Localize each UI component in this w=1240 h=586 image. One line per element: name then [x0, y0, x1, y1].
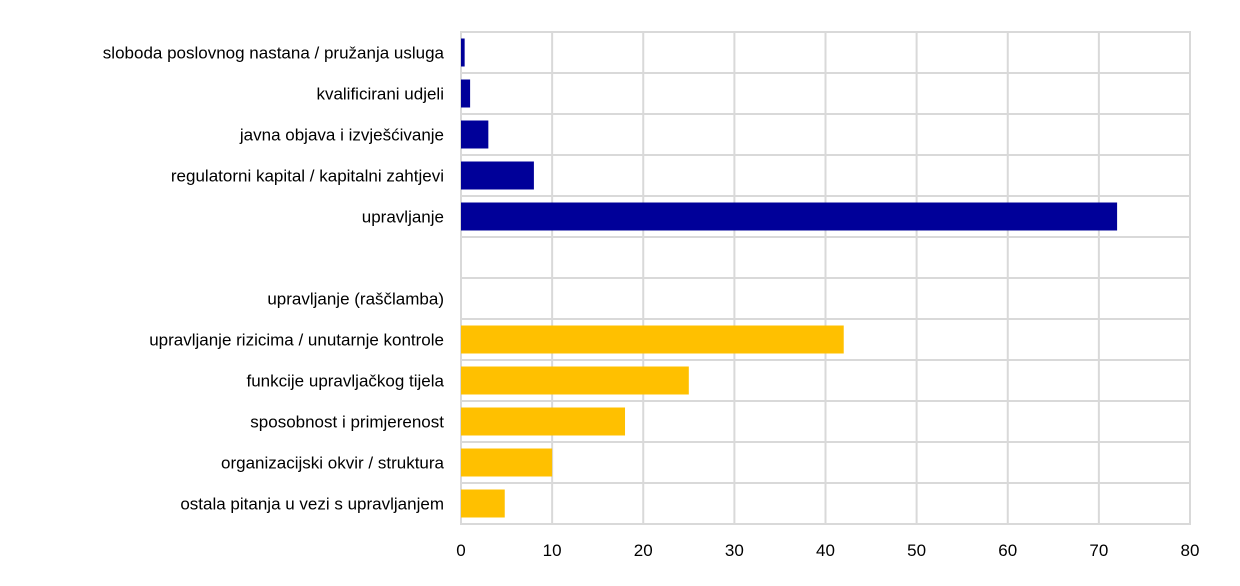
- bar: [461, 161, 534, 190]
- category-label: ostala pitanja u vezi s upravljanjem: [180, 495, 444, 514]
- category-label: javna objava i izvješćivanje: [239, 126, 444, 145]
- bar: [461, 366, 689, 395]
- category-label: upravljanje rizicima / unutarnje kontrol…: [149, 331, 444, 350]
- x-tick-labels: 0 10 20 30 40 50 60 70 80: [456, 541, 1199, 560]
- category-label: kvalificirani udjeli: [316, 85, 444, 104]
- x-tick-label: 40: [816, 541, 835, 560]
- bar: [461, 79, 471, 108]
- bar: [461, 202, 1118, 231]
- category-label: sloboda poslovnog nastana / pružanja usl…: [103, 44, 445, 63]
- category-label: upravljanje: [362, 208, 444, 227]
- category-label: sposobnost i primjerenost: [250, 413, 444, 432]
- bar: [461, 489, 505, 518]
- bar: [461, 407, 626, 436]
- bar: [461, 448, 553, 477]
- x-tick-label: 10: [543, 541, 562, 560]
- x-tick-label: 60: [998, 541, 1017, 560]
- category-labels: sloboda poslovnog nastana / pružanja usl…: [103, 44, 445, 514]
- bar: [461, 120, 489, 149]
- category-label: upravljanje (raščlamba): [267, 290, 444, 309]
- x-tick-label: 0: [456, 541, 465, 560]
- bars: [461, 38, 1118, 518]
- bar: [461, 325, 844, 354]
- x-tick-label: 30: [725, 541, 744, 560]
- category-label: organizacijski okvir / struktura: [221, 454, 445, 473]
- bar: [461, 38, 465, 67]
- category-label: regulatorni kapital / kapitalni zahtjevi: [171, 167, 444, 186]
- category-label: funkcije upravljačkog tijela: [247, 372, 445, 391]
- x-tick-label: 70: [1089, 541, 1108, 560]
- grid-lines: [460, 31, 1191, 525]
- x-tick-label: 80: [1181, 541, 1200, 560]
- x-tick-label: 20: [634, 541, 653, 560]
- x-tick-label: 50: [907, 541, 926, 560]
